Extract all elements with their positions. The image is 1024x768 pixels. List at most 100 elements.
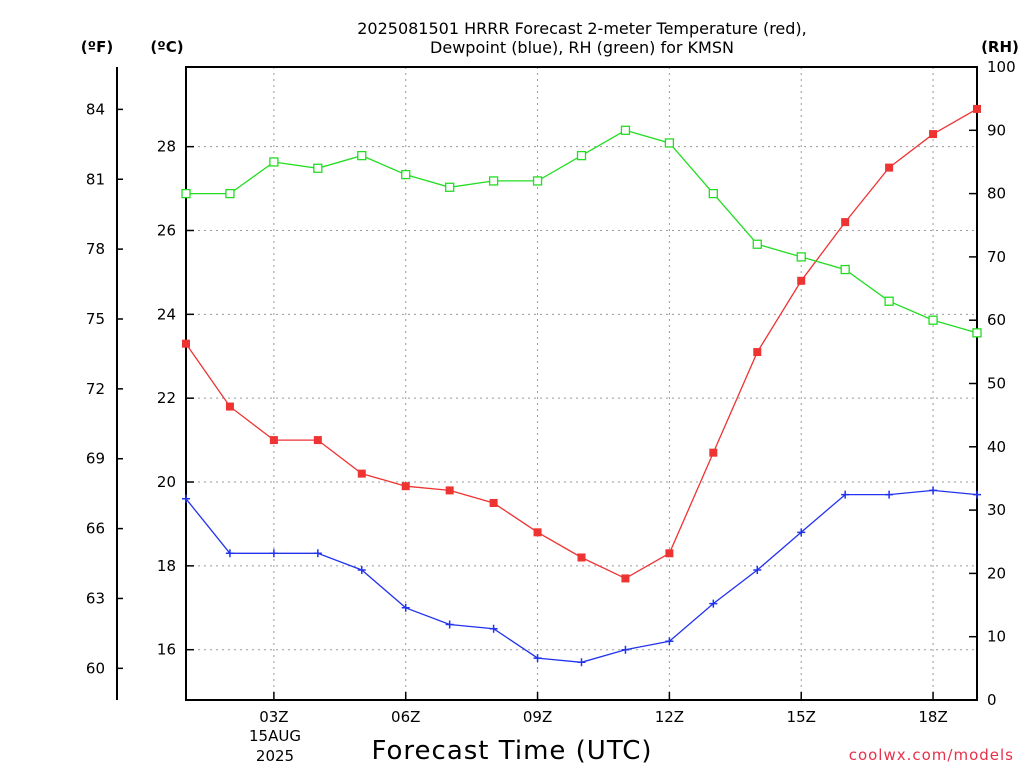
- rh-tick-label: 30: [987, 501, 1006, 519]
- temperature-point: [182, 339, 190, 348]
- temperature-point: [753, 348, 762, 357]
- dewpoint-point: [489, 624, 498, 633]
- rh-point: [313, 163, 323, 173]
- rh-point: [752, 239, 762, 249]
- dewpoint-point: [709, 599, 718, 608]
- temperature-point: [577, 553, 586, 562]
- dewpoint-point: [753, 566, 762, 575]
- axes: [116, 66, 978, 701]
- temperature-point: [665, 549, 674, 558]
- dewpoint-line: [185, 489, 978, 663]
- dewpoint-point: [577, 658, 586, 667]
- rh-tick-label: 70: [987, 248, 1006, 266]
- rh-point: [401, 169, 411, 180]
- rh-point: [225, 188, 235, 199]
- dewpoint-point: [929, 486, 938, 495]
- rh-point: [884, 296, 894, 306]
- dewpoint-series: [182, 486, 981, 667]
- dewpoint-point: [665, 637, 674, 646]
- x-tick-label: 03Z: [259, 708, 288, 726]
- fahrenheit-tick-label: 63: [86, 589, 105, 607]
- fahrenheit-tick-label: 72: [86, 380, 105, 398]
- temperature-point: [973, 104, 981, 113]
- celsius-axis-unit: (ºC): [150, 38, 183, 56]
- rh-point: [928, 315, 938, 325]
- rh-point: [620, 125, 631, 135]
- fahrenheit-tick-label: 75: [86, 310, 105, 328]
- rh-point: [664, 138, 675, 148]
- temperature-point: [709, 448, 718, 457]
- chart-title-line2: Dewpoint (blue), RH (green) for KMSN: [430, 38, 734, 57]
- x-axis-title: Forecast Time (UTC): [371, 736, 652, 766]
- dewpoint-point: [357, 566, 366, 575]
- rh-point: [269, 157, 279, 167]
- rh-point: [972, 328, 982, 338]
- temperature-point: [533, 528, 542, 537]
- dewpoint-point: [621, 645, 630, 654]
- plot-frame: [185, 66, 978, 701]
- rh-point: [796, 252, 806, 262]
- temperature-point: [929, 130, 938, 139]
- rh-point: [532, 176, 543, 186]
- x-tick-label: 15Z: [787, 708, 816, 726]
- temperature-point: [489, 498, 498, 507]
- chart-title-line1: 2025081501 HRRR Forecast 2-meter Tempera…: [357, 19, 807, 38]
- rh-axis-unit: (RH): [981, 38, 1019, 56]
- temperature-point: [313, 436, 322, 445]
- celsius-tick-label: 28: [157, 138, 176, 156]
- series-group: [181, 104, 982, 667]
- rh-line: [186, 129, 978, 334]
- celsius-tick-label: 24: [157, 305, 176, 323]
- celsius-tick-label: 26: [157, 221, 176, 239]
- rh-point: [445, 182, 455, 192]
- tick-labels: 16 18 20 22 24 26 28 60 63 66 69 72 75 78 81 84 0 10 20 30 4…: [86, 58, 1016, 726]
- dewpoint-point: [885, 490, 894, 499]
- dewpoint-point: [841, 490, 850, 499]
- rh-tick-label: 100: [987, 58, 1016, 76]
- dewpoint-point: [313, 549, 322, 558]
- rh-tick-label: 60: [987, 311, 1006, 329]
- rh-tick-label: 80: [987, 185, 1006, 203]
- fahrenheit-axis-unit: (ºF): [81, 38, 113, 56]
- temperature-point: [621, 574, 630, 583]
- x-tick-label: 06Z: [391, 708, 420, 726]
- dewpoint-point: [445, 620, 454, 629]
- celsius-tick-label: 18: [157, 557, 176, 575]
- rh-point: [576, 150, 587, 161]
- x-tick-label: 12Z: [655, 708, 684, 726]
- x-date-year-label: 2025: [256, 747, 294, 765]
- celsius-tick-label: 22: [157, 389, 176, 407]
- rh-tick-label: 50: [987, 375, 1006, 393]
- rh-tick-label: 20: [987, 564, 1006, 582]
- rh-point: [488, 176, 499, 186]
- celsius-tick-label: 20: [157, 473, 176, 491]
- temperature-point: [841, 218, 850, 227]
- x-tick-label: 18Z: [918, 708, 947, 726]
- temperature-point: [357, 469, 366, 478]
- temperature-line: [185, 108, 978, 580]
- celsius-tick-label: 16: [157, 641, 176, 659]
- rh-tick-label: 90: [987, 121, 1006, 139]
- source-credit: coolwx.com/models: [849, 746, 1014, 764]
- fahrenheit-tick-label: 81: [86, 170, 105, 188]
- rh-series: [181, 125, 982, 338]
- rh-point: [708, 188, 718, 199]
- dewpoint-point: [182, 494, 190, 503]
- temperature-point: [269, 436, 278, 445]
- dewpoint-point: [973, 490, 981, 499]
- x-tick-label: 09Z: [523, 708, 552, 726]
- fahrenheit-tick-label: 60: [86, 659, 105, 677]
- grid-lines: [186, 67, 977, 700]
- fahrenheit-tick-label: 69: [86, 450, 105, 468]
- temperature-series: [182, 104, 981, 583]
- rh-point: [357, 150, 367, 161]
- dewpoint-point: [269, 549, 278, 558]
- temperature-point: [401, 482, 410, 491]
- fahrenheit-tick-label: 66: [86, 520, 105, 538]
- temperature-point: [445, 486, 454, 495]
- rh-tick-label: 40: [987, 438, 1006, 456]
- x-date-day-label: 15AUG: [249, 727, 301, 745]
- dewpoint-point: [225, 549, 234, 558]
- rh-point: [181, 188, 191, 199]
- fahrenheit-tick-label: 84: [86, 100, 105, 118]
